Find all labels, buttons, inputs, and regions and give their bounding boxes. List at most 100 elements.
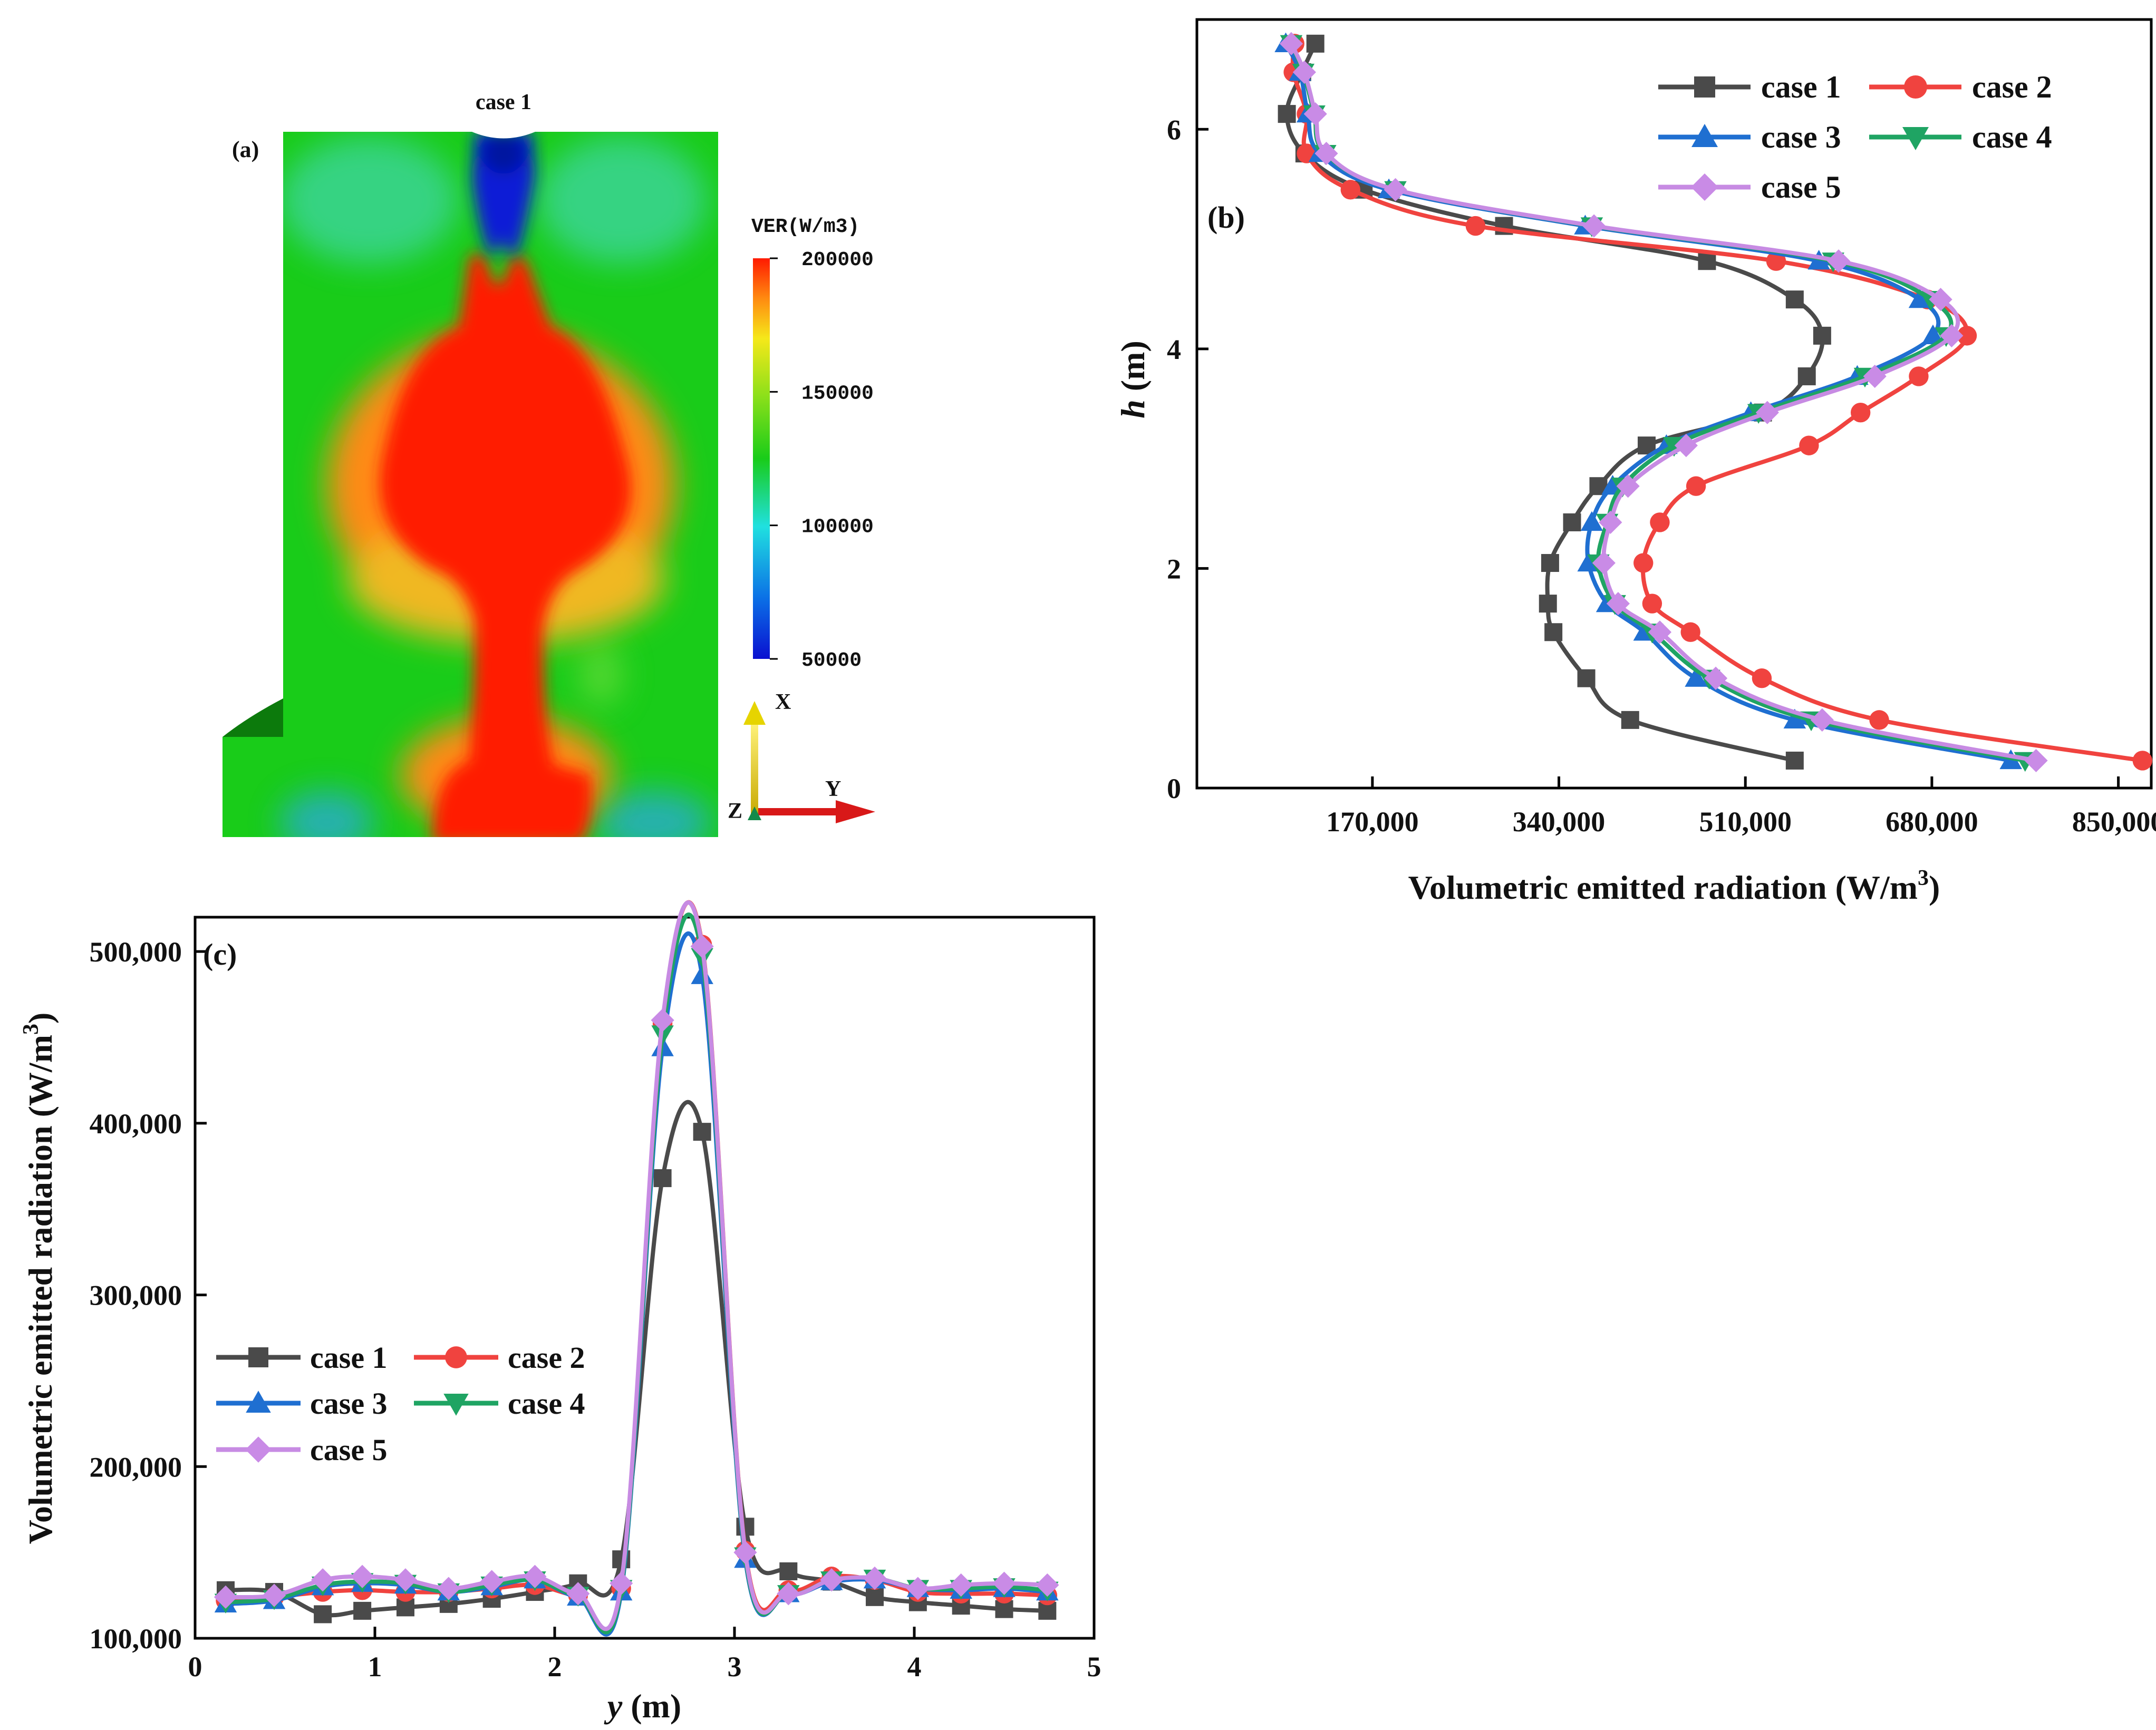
case-label: case 1 — [476, 90, 531, 114]
series-line — [225, 900, 1048, 1635]
data-point — [1810, 708, 1834, 732]
data-point — [949, 1573, 973, 1597]
data-point — [1940, 324, 1964, 347]
data-point — [480, 1570, 504, 1593]
data-point — [1698, 252, 1716, 270]
legend-label: case 5 — [310, 1433, 388, 1467]
series-case5 — [214, 900, 1059, 1631]
data-point — [1813, 326, 1831, 345]
series-line — [225, 912, 1048, 1635]
data-point — [693, 1123, 711, 1141]
x-axis-label: X — [775, 690, 791, 714]
y-tick-label: 400,000 — [90, 1108, 182, 1140]
data-point — [779, 1562, 798, 1580]
data-point — [1686, 476, 1706, 496]
data-point — [1957, 326, 1977, 346]
data-point — [863, 1566, 887, 1590]
z-axis-arrowhead — [748, 806, 761, 820]
series-line — [1283, 42, 2012, 763]
data-point — [437, 1577, 460, 1600]
data-point — [1921, 324, 1945, 345]
legend-label: case 1 — [1761, 70, 1841, 104]
panel-c-y-axis-title: Volumetric emitted radiation (W/m3) — [19, 1013, 59, 1544]
data-point — [653, 1169, 672, 1188]
legend-marker — [248, 1347, 268, 1367]
z-axis-label: Z — [728, 799, 742, 823]
legend-marker — [1694, 76, 1715, 98]
data-point — [1755, 401, 1779, 424]
x-axis-arrow — [751, 722, 758, 817]
axis-triad: X Y Z — [728, 690, 875, 823]
legend-item-case1: case 1 — [1658, 70, 1841, 104]
colorbar-ticks: 200000 150000 100000 50000 — [770, 249, 874, 672]
data-point — [1642, 594, 1662, 614]
data-point — [2024, 749, 2048, 773]
legend-item-case1: case 1 — [216, 1340, 388, 1375]
data-point — [566, 1582, 590, 1606]
data-point — [1563, 513, 1581, 531]
data-point — [1539, 595, 1557, 613]
legend-label: case 3 — [1761, 120, 1841, 154]
legend-item-case2: case 2 — [414, 1340, 585, 1375]
legend-marker — [443, 1393, 469, 1416]
data-point — [1303, 102, 1327, 126]
data-point — [314, 1605, 332, 1624]
series-case4 — [1280, 35, 2036, 772]
data-point — [1599, 510, 1622, 534]
legend-marker — [245, 1436, 272, 1463]
panel-c-legend: case 1 case 2 case 3 case 4 case 5 — [216, 1340, 585, 1467]
legend-item-case4: case 4 — [1869, 120, 2052, 154]
series-case5 — [1279, 32, 2048, 773]
data-point — [2132, 751, 2153, 771]
legend-marker — [1902, 127, 1929, 150]
panel-c-frame — [194, 916, 1096, 1640]
panel-c-x-axis-title: y (m) — [604, 1687, 681, 1725]
legend-item-case5: case 5 — [216, 1433, 388, 1467]
data-point — [1674, 434, 1698, 458]
x-tick-label: 850,000 — [2072, 806, 2156, 838]
data-point — [865, 1588, 884, 1606]
legend-label: case 2 — [1972, 70, 2052, 104]
data-point — [1704, 666, 1728, 690]
data-point — [1292, 60, 1316, 84]
data-point — [1869, 710, 1889, 730]
data-point — [1929, 288, 1952, 312]
panel-c-label: (c) — [203, 937, 237, 971]
y-axis-arrowhead — [836, 800, 875, 823]
data-point — [311, 1568, 335, 1592]
y-tick-label: 200,000 — [90, 1451, 182, 1483]
data-point — [1785, 290, 1804, 309]
colorbar — [753, 258, 770, 659]
panel-c-y-ticks: 100,000 200,000 300,000 400,000 500,000 — [90, 936, 207, 1655]
legend-item-case3: case 3 — [216, 1386, 388, 1421]
data-point — [1685, 667, 1707, 687]
data-point — [1863, 364, 1887, 388]
data-point — [1606, 591, 1630, 616]
data-point — [1783, 708, 1806, 729]
data-point — [353, 1601, 372, 1620]
data-point — [651, 1008, 674, 1032]
data-point — [733, 1541, 757, 1564]
x-tick-label: 170,000 — [1326, 806, 1419, 838]
panel-b-frame — [1195, 18, 2153, 790]
data-point — [1850, 402, 1871, 423]
x-tick-label: 2 — [548, 1651, 562, 1683]
legend-label: case 1 — [310, 1340, 388, 1375]
panel-c-chart: 0 1 2 3 4 5 100,000 200,000 300,000 400,000 500,0… — [19, 900, 1101, 1725]
panel-b-y-axis-title: h (m) — [1114, 341, 1152, 419]
x-tick-label: 0 — [188, 1651, 202, 1683]
legend-item-case2: case 2 — [1869, 70, 2052, 104]
y-tick-label: 300,000 — [90, 1280, 182, 1311]
data-point — [1279, 32, 1303, 55]
data-point — [777, 1582, 800, 1606]
legend-label: case 4 — [508, 1386, 585, 1421]
legend-marker — [1691, 124, 1718, 147]
colorbar-tick-label: 200000 — [801, 249, 874, 271]
step-block — [223, 698, 283, 737]
data-point — [1826, 249, 1851, 273]
legend-item-case3: case 3 — [1658, 120, 1841, 154]
panel-a-label: (a) — [232, 137, 259, 162]
data-point — [1799, 435, 1819, 455]
x-tick-label: 340,000 — [1513, 806, 1606, 838]
colorbar-tick-label: 150000 — [801, 382, 874, 405]
